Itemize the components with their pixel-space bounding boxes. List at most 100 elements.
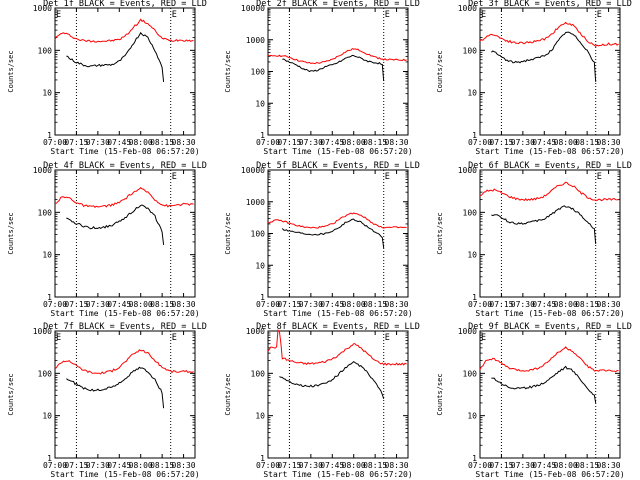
series-line-lld-red [55,187,194,208]
y-tick-label: 1000 [246,198,265,207]
y-tick-label: 1 [472,293,477,302]
y-tick-label: 1 [47,131,52,140]
y-tick-label: 10000 [241,166,265,175]
y-tick-label: 1 [47,454,52,463]
x-tick-label: 08:30 [172,300,196,309]
plot-frame [54,330,196,459]
x-tick-label: 07:30 [299,300,323,309]
x-tick-label: 07:00 [256,461,280,470]
series-line-lld-red [479,346,619,373]
x-tick-label: 07:15 [64,138,88,147]
x-tick-label: 08:00 [129,300,153,309]
x-tick-label: 08:00 [342,138,366,147]
x-tick-label: 07:45 [320,300,344,309]
x-tick-label: 07:30 [86,300,110,309]
y-tick-label: 1 [472,454,477,463]
chart-panel-6: Det 6f BLACK = Events, RED = LLD07:0007:… [436,161,632,318]
x-axis-label: Start Time (15-Feb-08 06:57:20) [475,470,624,479]
y-tick-label: 1 [260,293,265,302]
x-tick-label: 07:15 [277,461,301,470]
x-tick-label: 08:15 [150,138,174,147]
series-line-events-black [491,205,597,244]
x-tick-label: 08:00 [554,461,578,470]
x-tick-label: 07:45 [107,138,131,147]
x-axis-label: Start Time (15-Feb-08 06:57:20) [50,470,199,479]
chart-panel-1: Det 1f BLACK = Events, RED = LLD07:0007:… [7,0,207,156]
x-tick-label: 07:00 [43,461,67,470]
y-tick-label: 100 [251,369,266,378]
y-tick-label: 10000 [241,4,265,13]
x-tick-label: 07:15 [64,461,88,470]
series-line-events-black [66,204,165,245]
y-tick-label: 1000 [33,4,52,13]
x-tick-label: 07:45 [320,461,344,470]
x-tick-label: 07:00 [468,461,492,470]
x-tick-label: 07:15 [277,300,301,309]
y-tick-label: 1 [260,454,265,463]
y-tick-label: 1 [260,131,265,140]
chart-title: Det 1f BLACK = Events, RED = LLD [43,0,207,9]
series-line-lld-red [54,349,194,375]
chart-title: Det 5f BLACK = Events, RED = LLD [256,161,420,171]
y-axis-label: Counts/sec [7,50,15,92]
y-axis-label: Counts/sec [436,373,444,415]
y-tick-label: 100 [251,230,266,239]
chart-panel-8: Det 8f BLACK = Events, RED = LLD07:0007:… [224,322,420,479]
x-tick-label: 08:00 [129,138,153,147]
chart-title: Det 2f BLACK = Events, RED = LLD [256,0,420,9]
x-tick-label: 08:30 [172,138,196,147]
x-tick-label: 07:45 [532,300,556,309]
x-tick-label: 07:30 [86,138,110,147]
series-line-events-black [279,360,385,399]
y-axis-label: Counts/sec [436,50,444,92]
plot-frame [54,7,196,136]
x-tick-label: 07:00 [468,300,492,309]
chart-panel-7: Det 7f BLACK = Events, RED = LLD07:0007:… [7,322,207,479]
series-line-events-black [281,218,385,249]
y-tick-label: 1000 [33,166,52,175]
x-tick-label: 08:15 [150,461,174,470]
x-tick-label: 07:30 [299,138,323,147]
x-tick-label: 07:45 [532,138,556,147]
x-tick-label: 07:00 [43,300,67,309]
x-tick-label: 07:30 [511,138,535,147]
y-axis-label: Counts/sec [7,212,15,254]
x-tick-label: 08:15 [363,461,387,470]
y-tick-label: 10 [255,99,265,108]
x-axis-label: Start Time (15-Feb-08 06:57:20) [50,309,199,318]
chart-panel-4: Det 4f BLACK = Events, RED = LLD07:0007:… [7,161,207,318]
event-marker-label: E [385,333,390,343]
x-tick-label: 07:45 [107,300,131,309]
series-line-lld-red [267,329,407,366]
series-line-events-black [491,365,597,403]
y-tick-label: 10 [42,251,52,260]
x-tick-label: 08:15 [575,138,599,147]
y-tick-label: 100 [38,369,53,378]
x-tick-label: 07:15 [489,461,513,470]
y-tick-label: 1000 [458,4,477,13]
x-tick-label: 08:15 [363,138,387,147]
plot-frame [479,169,621,298]
x-tick-label: 07:45 [107,461,131,470]
series-line-events-black [282,54,385,82]
y-tick-label: 100 [38,46,53,55]
x-tick-label: 08:15 [150,300,174,309]
event-marker-label: E [172,333,177,343]
chart-panel-9: Det 9f BLACK = Events, RED = LLD07:0007:… [436,322,632,479]
x-tick-label: 08:00 [129,461,153,470]
y-tick-label: 1000 [458,327,477,336]
series-line-events-black [66,366,165,409]
x-tick-label: 07:00 [468,138,492,147]
y-tick-label: 10 [467,251,477,260]
y-axis-label: Counts/sec [224,50,232,92]
x-tick-label: 08:30 [385,300,409,309]
series-line-lld-red [54,18,194,43]
series-line-lld-red [268,47,407,65]
x-tick-label: 07:15 [64,300,88,309]
y-tick-label: 1 [472,131,477,140]
x-axis-label: Start Time (15-Feb-08 06:57:20) [263,147,412,156]
x-tick-label: 08:30 [597,138,621,147]
x-axis-label: Start Time (15-Feb-08 06:57:20) [475,147,624,156]
y-tick-label: 1000 [33,327,52,336]
